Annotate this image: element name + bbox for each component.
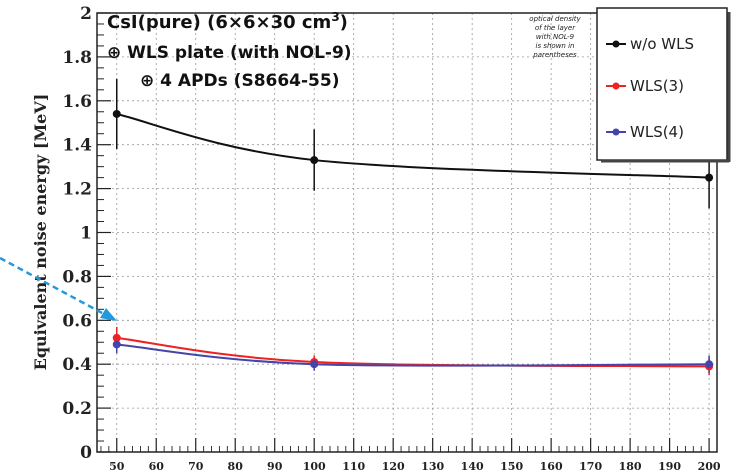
x-tick-label: 180: [619, 460, 642, 473]
x-tick-label: 90: [267, 460, 283, 473]
series-line-1: [116, 336, 710, 368]
legend-entry-wls3: WLS(3): [606, 77, 684, 95]
x-tick-label: 190: [658, 460, 681, 473]
x-tick-label: 120: [382, 460, 405, 473]
legend-marker-wls3: [612, 82, 620, 90]
pointer-arrow: [0, 256, 117, 321]
data-point: [112, 333, 121, 342]
legend-marker-wls4: [612, 128, 620, 136]
legend: w/o WLS WLS(3) WLS(4): [596, 7, 731, 163]
x-tick-labels: 50 60 70 80 90 100 110 120 130 140 150 160 170 180 190…: [109, 460, 721, 473]
x-tick-label: 170: [579, 460, 602, 473]
y-tick-label: 0.2: [62, 399, 92, 419]
plot-frame: [96, 12, 718, 453]
y-tick-labels: 0 0.2 0.4 0.6 0.8 1 1.2 1.4 1.6 1.8 2: [62, 4, 92, 463]
x-tick-label: 110: [342, 460, 365, 473]
data-point: [112, 340, 121, 349]
legend-label-wls3: WLS(3): [630, 77, 684, 95]
x-tick-label: 100: [303, 460, 326, 473]
optical-density-note: optical density of the layer with NOL-9 …: [529, 15, 581, 59]
data-point: [705, 360, 714, 369]
annotation-line-3: ⊕ 4 APDs (S8664-55): [140, 71, 339, 91]
note-line-4: is shown in: [536, 42, 575, 50]
data-points: [112, 109, 714, 371]
y-tick-label: 1.6: [62, 92, 92, 112]
x-tick-label: 200: [698, 460, 721, 473]
x-tick-label: 60: [149, 460, 165, 473]
annotation-line-2: ⊕ WLS plate (with NOL-9): [107, 43, 352, 63]
legend-entry-wo-wls: w/o WLS: [606, 35, 694, 53]
data-point: [310, 360, 319, 369]
series-curves: [116, 112, 710, 368]
detector-annotation: CsI(pure) (6×6×30 cm3) ⊕ WLS plate (with…: [107, 10, 352, 91]
series-line-2: [116, 343, 710, 367]
y-tick-label: 1.4: [62, 136, 92, 156]
x-tick-label: 150: [500, 460, 523, 473]
y-tick-label: 0.8: [62, 267, 92, 287]
x-tick-label: 130: [421, 460, 444, 473]
note-line-2: of the layer: [535, 24, 576, 32]
y-axis-label: Equivalent noise energy [MeV]: [31, 94, 50, 371]
y-tick-label: 0.6: [62, 311, 92, 331]
x-tick-label: 70: [188, 460, 204, 473]
y-tick-label: 1.8: [62, 48, 92, 68]
legend-entry-wls4: WLS(4): [606, 123, 684, 141]
x-tick-label: 50: [109, 460, 125, 473]
y-tick-label: 0.4: [62, 355, 92, 375]
data-point: [112, 109, 121, 118]
data-point: [310, 156, 319, 165]
y-tick-label: 2: [80, 4, 92, 24]
axes: [96, 12, 718, 453]
legend-label-wls4: WLS(4): [630, 123, 684, 141]
data-point: [705, 173, 714, 182]
legend-marker-wo-wls: [612, 40, 620, 48]
y-tick-label: 1: [80, 224, 92, 244]
x-tick-label: 80: [228, 460, 244, 473]
y-tick-label: 0: [80, 443, 92, 463]
x-tick-label: 140: [461, 460, 484, 473]
note-line-5: parentheses: [532, 51, 577, 59]
legend-label-wo-wls: w/o WLS: [630, 35, 694, 53]
series-line-0: [116, 112, 710, 179]
annotation-line-1: CsI(pure) (6×6×30 cm3): [107, 10, 348, 33]
note-line-1: optical density: [529, 15, 581, 23]
x-tick-label: 160: [540, 460, 563, 473]
note-line-3: with NOL-9: [536, 33, 575, 41]
y-tick-label: 1.2: [62, 180, 92, 200]
pointer-arrow-head: [100, 308, 117, 321]
